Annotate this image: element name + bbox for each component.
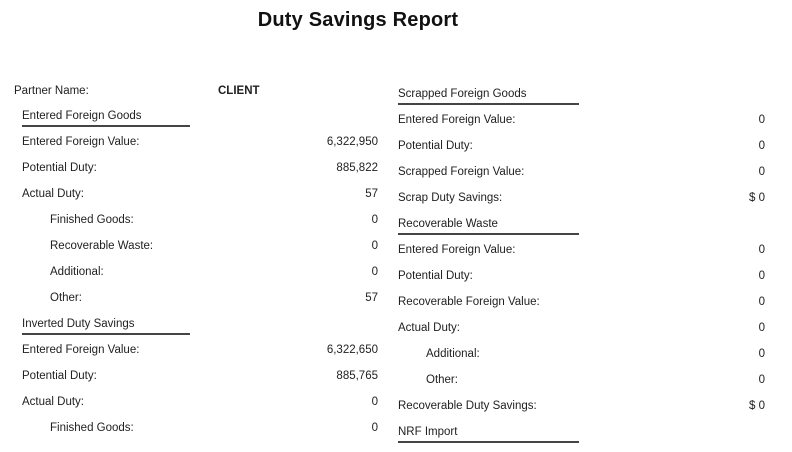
- row-label: Other:: [50, 292, 82, 304]
- row-label: Potential Duty:: [398, 270, 473, 282]
- section-rows: Entered Foreign Value: 0 Potential Duty:…: [398, 244, 765, 412]
- row-value: 0: [758, 270, 765, 282]
- section-rows: Entered Foreign Value: 6,322,650 Potenti…: [14, 344, 378, 434]
- row-value: 0: [758, 166, 765, 178]
- row-label: Recoverable Duty Savings:: [398, 400, 537, 412]
- report-row: Recoverable Duty Savings: $ 0: [398, 400, 765, 412]
- row-label: Additional:: [426, 348, 480, 360]
- row-value: 0: [758, 322, 765, 334]
- row-label: Entered Foreign Value:: [398, 244, 516, 256]
- section-header: Inverted Duty Savings: [22, 318, 190, 335]
- row-value: 57: [365, 188, 378, 200]
- report-section: NRF Import: [398, 426, 765, 443]
- report-row: Potential Duty: 885,822: [22, 162, 378, 174]
- section-header: NRF Import: [398, 426, 579, 443]
- report-row: Recoverable Foreign Value: 0: [398, 296, 765, 308]
- partner-name-label: Partner Name:: [14, 85, 89, 97]
- report-row: Additional: 0: [398, 348, 765, 360]
- report-row: Actual Duty: 57: [22, 188, 378, 200]
- report-row: Actual Duty: 0: [22, 396, 378, 408]
- report-row: Potential Duty: 0: [398, 140, 765, 152]
- report-section: Inverted Duty Savings Entered Foreign Va…: [14, 318, 378, 434]
- report-section: Scrapped Foreign Goods Entered Foreign V…: [398, 88, 765, 204]
- row-value: 6,322,950: [326, 136, 378, 148]
- report-row: Entered Foreign Value: 0: [398, 244, 765, 256]
- row-label: Recoverable Foreign Value:: [398, 296, 540, 308]
- row-label: Entered Foreign Value:: [398, 114, 516, 126]
- section-rows: Entered Foreign Value: 0 Potential Duty:…: [398, 114, 765, 204]
- report-row: Other: 57: [22, 292, 378, 304]
- report-row: Entered Foreign Value: 6,322,650: [22, 344, 378, 356]
- report-row: Finished Goods: 0: [22, 422, 378, 434]
- report-row: Finished Goods: 0: [22, 214, 378, 226]
- section-header: Scrapped Foreign Goods: [398, 88, 579, 105]
- row-value: 0: [371, 422, 378, 434]
- report-row: Recoverable Waste: 0: [22, 240, 378, 252]
- row-value: 0: [371, 214, 378, 226]
- row-value: 0: [371, 396, 378, 408]
- row-label: Scrap Duty Savings:: [398, 192, 503, 204]
- report-right-column: Scrapped Foreign Goods Entered Foreign V…: [398, 88, 765, 452]
- report-row: Entered Foreign Value: 6,322,950: [22, 136, 378, 148]
- row-label: Potential Duty:: [22, 370, 97, 382]
- row-value: $ 0: [749, 400, 765, 412]
- row-label: Other:: [426, 374, 458, 386]
- row-label: Finished Goods:: [50, 422, 134, 434]
- report-row: Additional: 0: [22, 266, 378, 278]
- row-label: Scrapped Foreign Value:: [398, 166, 525, 178]
- row-value: 57: [365, 292, 378, 304]
- row-value: 0: [758, 140, 765, 152]
- report-left-column: Partner Name: CLIENT Entered Foreign Goo…: [14, 85, 378, 448]
- row-label: Recoverable Waste:: [50, 240, 154, 252]
- report-row: Entered Foreign Value: 0: [398, 114, 765, 126]
- report-row: Scrap Duty Savings: $ 0: [398, 192, 765, 204]
- partner-row: Partner Name: CLIENT: [14, 85, 378, 97]
- row-value: 885,822: [336, 162, 378, 174]
- row-value: 885,765: [336, 370, 378, 382]
- section-header: Entered Foreign Goods: [22, 110, 190, 127]
- row-value: 6,322,650: [326, 344, 378, 356]
- row-value: 0: [758, 114, 765, 126]
- report-row: Scrapped Foreign Value: 0: [398, 166, 765, 178]
- row-label: Actual Duty:: [22, 188, 84, 200]
- row-label: Actual Duty:: [398, 322, 460, 334]
- section-header: Recoverable Waste: [398, 218, 579, 235]
- page-title: Duty Savings Report: [257, 9, 459, 31]
- report-row: Potential Duty: 885,765: [22, 370, 378, 382]
- partner-name-value: CLIENT: [218, 85, 260, 97]
- report-section: Entered Foreign Goods Entered Foreign Va…: [14, 110, 378, 304]
- row-label: Actual Duty:: [22, 396, 84, 408]
- row-label: Potential Duty:: [398, 140, 473, 152]
- row-value: 0: [758, 374, 765, 386]
- row-label: Finished Goods:: [50, 214, 134, 226]
- row-value: 0: [371, 240, 378, 252]
- row-label: Additional:: [50, 266, 104, 278]
- report-row: Potential Duty: 0: [398, 270, 765, 282]
- section-rows: Entered Foreign Value: 6,322,950 Potenti…: [14, 136, 378, 304]
- row-value: 0: [758, 296, 765, 308]
- row-value: 0: [371, 266, 378, 278]
- report-row: Actual Duty: 0: [398, 322, 765, 334]
- report-section: Recoverable Waste Entered Foreign Value:…: [398, 218, 765, 412]
- title-area: Duty Savings Report: [0, 9, 716, 31]
- row-value: 0: [758, 348, 765, 360]
- row-value: $ 0: [749, 192, 765, 204]
- row-label: Entered Foreign Value:: [22, 344, 140, 356]
- row-label: Potential Duty:: [22, 162, 97, 174]
- row-label: Entered Foreign Value:: [22, 136, 140, 148]
- row-value: 0: [758, 244, 765, 256]
- report-row: Other: 0: [398, 374, 765, 386]
